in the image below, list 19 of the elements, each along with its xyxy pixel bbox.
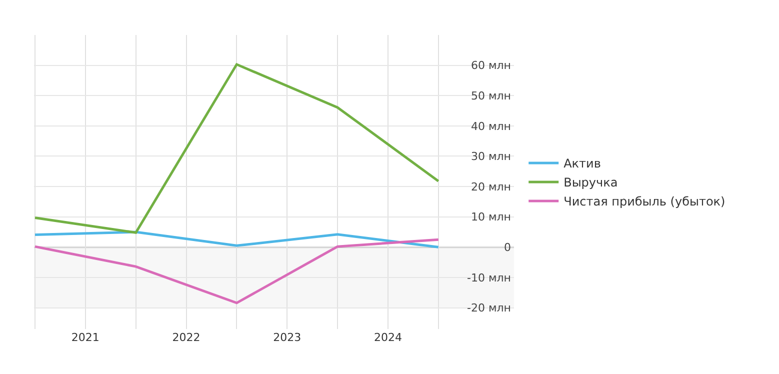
line-series: [34, 238, 440, 304]
y-tick-label: 20 млн: [470, 180, 511, 194]
y-tick-label: 10 млн: [470, 210, 511, 224]
legend-label: Чистая прибыль (убыток): [564, 194, 726, 209]
y-tick-label: 30 млн: [470, 150, 511, 164]
y-tick-label: 50 млн: [470, 89, 511, 102]
y-tick-label: 60 млн: [470, 59, 511, 72]
y-tick-label: -10 млн: [467, 271, 511, 284]
y-tick-label: -20 млн: [467, 302, 511, 315]
y-tick-label: 0: [504, 241, 511, 254]
legend-label: Актив: [564, 156, 601, 171]
x-tick-label: 2023: [273, 331, 302, 344]
x-tick-label: 2024: [374, 331, 402, 344]
legend-label: Выручка: [564, 176, 618, 190]
line-series: [34, 63, 440, 234]
line-series: [34, 230, 440, 248]
y-tick-label: 40 млн: [470, 120, 511, 133]
x-tick-label: 2022: [172, 331, 200, 344]
x-tick-label: 2021: [71, 331, 100, 344]
